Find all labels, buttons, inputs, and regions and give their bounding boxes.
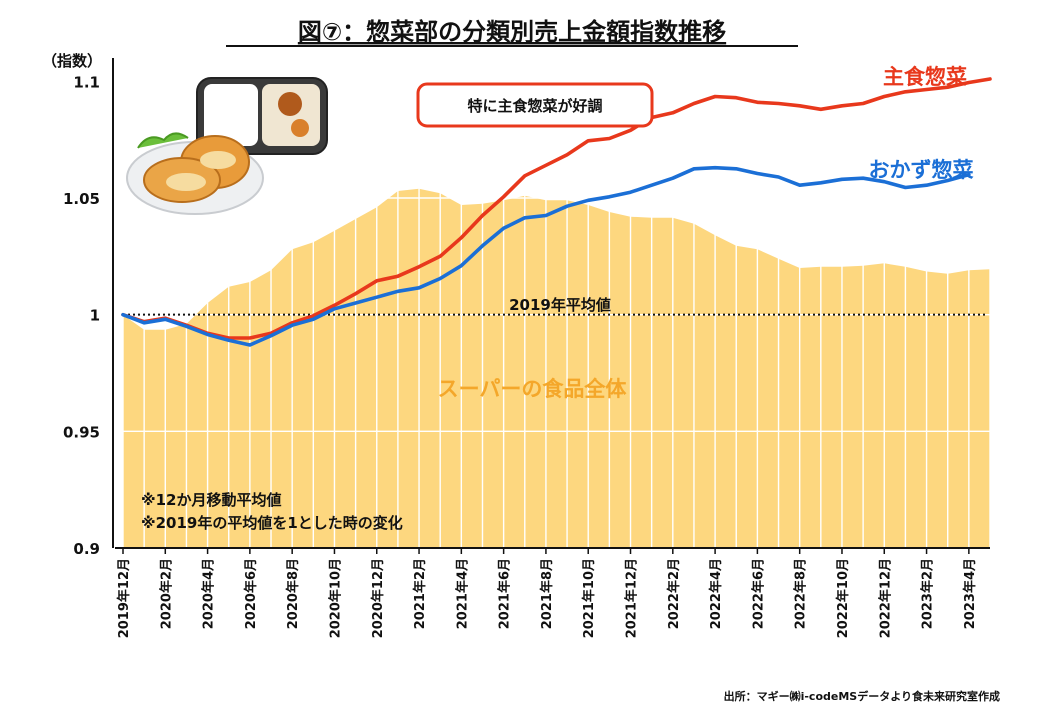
x-tick-label: 2019年12月	[116, 558, 132, 638]
x-tick-label: 2022年4月	[708, 558, 724, 629]
series-line-staple	[121, 77, 992, 340]
x-tick-label: 2021年4月	[454, 558, 470, 629]
y-tick-label: 1.1	[73, 73, 100, 91]
y-axis: 0.9 0.95 1 1.05 1.1	[63, 58, 114, 558]
chart-title: 図⑦：惣菜部の分類別売上金額指数推移	[298, 18, 726, 46]
x-tick-label: 2020年6月	[243, 558, 259, 629]
note-moving-average: ※12か月移動平均値	[141, 491, 281, 509]
grid-layer	[122, 58, 991, 548]
x-tick-label: 2022年12月	[877, 558, 893, 638]
area-layer	[123, 188, 990, 548]
x-tick-label: 2020年4月	[201, 558, 217, 629]
x-tick-label: 2021年12月	[624, 558, 640, 638]
reference-line-label: 2019年平均値	[509, 296, 611, 314]
series-label-side-dish: おかず惣菜	[869, 158, 974, 182]
x-tick-label: 2020年10月	[327, 558, 343, 638]
series-line-side-dish	[121, 165, 971, 347]
line-layer	[121, 77, 992, 347]
x-tick-label: 2020年8月	[285, 558, 301, 629]
x-tick-label: 2020年2月	[158, 558, 174, 629]
series-label-staple: 主食惣菜	[883, 65, 967, 89]
callout-box	[416, 82, 654, 128]
x-tick-label: 2021年6月	[497, 558, 513, 629]
x-tick-label: 2021年2月	[412, 558, 428, 629]
series-label-supermarket: スーパーの食品全体	[438, 377, 628, 401]
x-tick-label: 2020年12月	[370, 558, 386, 638]
x-tick-label: 2021年10月	[581, 558, 597, 638]
x-tick-label: 2022年6月	[750, 558, 766, 629]
x-tick-label: 2023年2月	[920, 558, 936, 629]
y-tick-label: 1.05	[63, 190, 100, 208]
y-tick-label: 0.95	[63, 423, 100, 441]
y-tick-label: 1	[90, 307, 100, 325]
x-tick-label: 2022年8月	[793, 558, 809, 629]
callout-text: 特に主食惣菜が好調	[467, 97, 602, 115]
y-axis-label: （指数）	[42, 52, 102, 70]
y-tick-label: 0.9	[73, 540, 100, 558]
series-area-supermarket	[123, 188, 990, 548]
bento-illustration	[126, 77, 328, 215]
note-base-year: ※2019年の平均値を1とした時の変化	[141, 514, 403, 532]
x-tick-label: 2021年8月	[539, 558, 555, 629]
x-axis: 2019年12月 2020年2月 2020年4月 2020年6月 2020年8月 2020…	[115, 547, 990, 638]
source-credit: 出所：マギー㈱i-codeMSデータより食未来研究室作成	[724, 689, 1000, 703]
x-tick-label: 2023年4月	[962, 558, 978, 629]
x-tick-label: 2022年10月	[835, 558, 851, 638]
x-tick-label: 2022年2月	[666, 558, 682, 629]
